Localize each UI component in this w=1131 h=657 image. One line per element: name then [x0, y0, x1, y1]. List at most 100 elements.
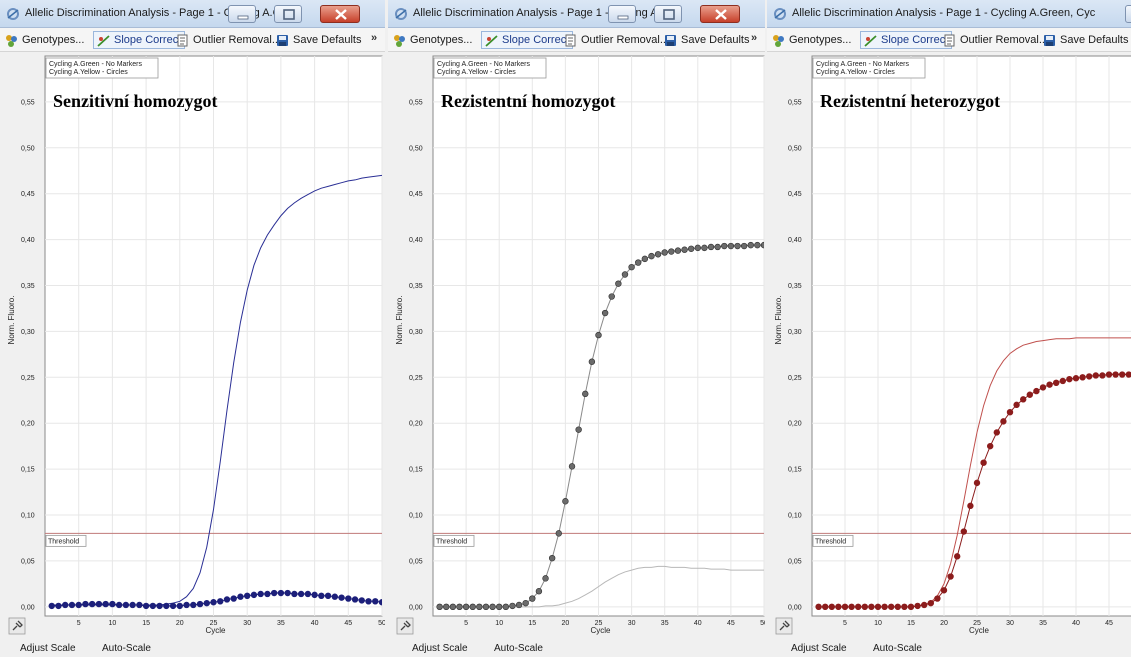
y-tick-label: 0,35: [21, 283, 35, 290]
close-button[interactable]: [320, 5, 360, 23]
close-icon: [335, 9, 347, 20]
threshold-label: Threshold: [815, 538, 846, 545]
title-bar[interactable]: Allelic Discrimination Analysis - Page 1…: [388, 0, 765, 28]
title-bar[interactable]: Allelic Discrimination Analysis - Page 1…: [767, 0, 1131, 28]
legend: [812, 57, 926, 79]
series-group: [815, 337, 1131, 611]
series-point: [95, 600, 103, 608]
series-point: [372, 598, 379, 605]
outlier-removal-label: Outlier Removal...: [581, 34, 670, 46]
amplification-chart: 5 10 15 20 25 30 35 40 45 50 0,00 0,05 0,10 0,15 0,20 0…: [395, 55, 765, 635]
slope-correct-button[interactable]: Slope Correct: [481, 31, 574, 49]
adjust-scale-link[interactable]: Adjust Scale: [20, 643, 76, 654]
series-point: [1059, 377, 1066, 385]
series-point: [102, 600, 109, 608]
title-bar[interactable]: Allelic Discrimination Analysis - Page 1…: [0, 0, 385, 28]
series-point: [568, 463, 576, 470]
minimize-button[interactable]: [228, 5, 256, 23]
y-tick-label: 0,05: [788, 558, 802, 565]
series-point: [443, 603, 450, 611]
series-point: [88, 600, 96, 608]
legend-entry: Cycling A.Green - No Markers: [49, 61, 142, 68]
x-tick-label: 10: [109, 620, 117, 627]
genotypes-icon: [393, 34, 410, 47]
genotypes-button[interactable]: Genotypes...: [772, 31, 851, 49]
status-bar: Adjust Scale Auto-Scale: [388, 640, 765, 657]
x-tick-label: 50: [760, 620, 765, 627]
adjust-scale-link[interactable]: Adjust Scale: [412, 643, 468, 654]
series-point: [595, 331, 602, 339]
save-defaults-button[interactable]: Save Defaults: [664, 31, 749, 49]
threshold-label: Threshold: [48, 538, 79, 545]
series-point: [980, 459, 987, 466]
save-defaults-button[interactable]: Save Defaults: [276, 31, 361, 49]
y-tick-label: 0,00: [409, 604, 423, 611]
y-tick-label: 0,35: [409, 283, 423, 290]
auto-scale-link[interactable]: Auto-Scale: [873, 643, 922, 654]
outlier-removal-button[interactable]: Outlier Removal...: [176, 31, 281, 49]
y-tick-label: 0,30: [788, 329, 802, 336]
minimize-icon: [617, 15, 629, 20]
save-defaults-label: Save Defaults: [681, 34, 750, 46]
series-point: [237, 593, 244, 600]
x-tick-label: 5: [464, 620, 468, 627]
series-point: [324, 592, 332, 600]
genotype-annotation: Rezistentní heterozygot: [820, 91, 1000, 111]
series-point: [129, 601, 136, 609]
slope-correct-button[interactable]: Slope Correct: [860, 31, 953, 49]
series-point: [264, 590, 271, 598]
series-point: [727, 242, 735, 250]
auto-scale-link[interactable]: Auto-Scale: [102, 643, 151, 654]
maximize-button[interactable]: [274, 5, 302, 23]
pin-icon[interactable]: [775, 617, 793, 635]
y-tick-label: 0,10: [788, 513, 802, 520]
save-defaults-button[interactable]: Save Defaults: [1043, 31, 1128, 49]
series-point: [821, 603, 829, 611]
outlier-removal-button[interactable]: Outlier Removal...: [943, 31, 1048, 49]
y-tick-label: 0,05: [21, 558, 35, 565]
toolbar-overflow-button[interactable]: »: [751, 32, 758, 44]
outlier-removal-button[interactable]: Outlier Removal...: [564, 31, 669, 49]
analysis-window-3: Allelic Discrimination Analysis - Page 1…: [767, 0, 1131, 657]
series-point: [1039, 384, 1047, 391]
slope-correct-label: Slope Correct: [114, 34, 182, 46]
pin-icon[interactable]: [8, 617, 26, 635]
series-point: [1125, 371, 1131, 378]
minimize-button[interactable]: [608, 5, 636, 23]
series-point: [351, 596, 359, 603]
pin-icon[interactable]: [396, 617, 414, 635]
genotypes-button[interactable]: Genotypes...: [5, 31, 84, 49]
slope-icon: [864, 34, 881, 47]
series-point: [1119, 371, 1126, 378]
series-point: [277, 589, 285, 597]
minimize-button[interactable]: [1125, 5, 1131, 23]
genotypes-button[interactable]: Genotypes...: [393, 31, 472, 49]
slope-correct-button[interactable]: Slope Correct: [93, 31, 186, 49]
close-button[interactable]: [700, 5, 740, 23]
slope-icon: [97, 34, 114, 47]
series-point: [760, 241, 764, 249]
series-point: [575, 426, 582, 433]
maximize-button[interactable]: [654, 5, 682, 23]
x-tick-label: 35: [277, 620, 285, 627]
series-group: [436, 241, 764, 611]
series-point: [223, 596, 231, 603]
toolbar-overflow-button[interactable]: »: [371, 32, 378, 44]
series-point: [747, 241, 754, 249]
series-point: [668, 248, 675, 255]
x-tick-label: 30: [243, 620, 251, 627]
series-point: [509, 602, 516, 610]
series-point: [1105, 371, 1113, 378]
y-tick-label: 0,20: [788, 421, 802, 428]
toolbar: Genotypes... Slope Correct Outlier Removal…: [767, 28, 1131, 52]
adjust-scale-link[interactable]: Adjust Scale: [791, 643, 847, 654]
series-point: [48, 602, 55, 610]
series-point: [297, 590, 305, 598]
series-point: [311, 591, 318, 599]
series-point: [714, 243, 721, 251]
y-tick-label: 0,15: [21, 467, 35, 474]
auto-scale-link[interactable]: Auto-Scale: [494, 643, 543, 654]
series-point: [562, 498, 569, 505]
y-tick-label: 0,45: [409, 191, 423, 198]
threshold-label: Threshold: [436, 538, 467, 545]
